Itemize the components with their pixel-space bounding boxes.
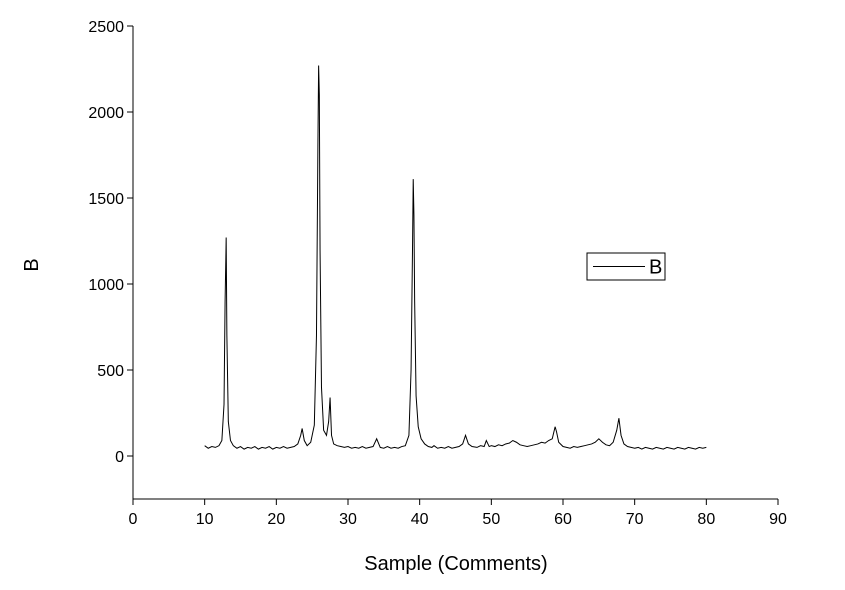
x-tick-label: 0: [129, 511, 138, 528]
x-tick-label: 60: [554, 511, 572, 528]
y-tick-label: 1500: [88, 191, 124, 208]
x-axis-label: Sample (Comments): [364, 553, 547, 575]
legend-label: B: [649, 257, 662, 279]
x-tick-label: 50: [482, 511, 500, 528]
x-tick-label: 70: [626, 511, 644, 528]
y-tick-label: 500: [97, 363, 124, 380]
y-tick-label: 0: [115, 449, 124, 466]
x-tick-label: 20: [267, 511, 285, 528]
y-tick-label: 2000: [88, 105, 124, 122]
x-tick-label: 40: [411, 511, 429, 528]
x-tick-label: 90: [769, 511, 787, 528]
y-tick-label: 1000: [88, 277, 124, 294]
data-line: [204, 65, 707, 450]
x-tick-label: 30: [339, 511, 357, 528]
x-tick-label: 80: [697, 511, 715, 528]
x-tick-label: 10: [196, 511, 214, 528]
y-axis-label: B: [21, 258, 43, 271]
y-tick-label: 2500: [88, 19, 124, 36]
